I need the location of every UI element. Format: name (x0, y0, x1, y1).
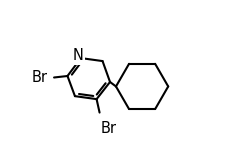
Text: N: N (73, 48, 83, 63)
Text: Br: Br (100, 121, 116, 136)
Text: Br: Br (31, 70, 47, 85)
